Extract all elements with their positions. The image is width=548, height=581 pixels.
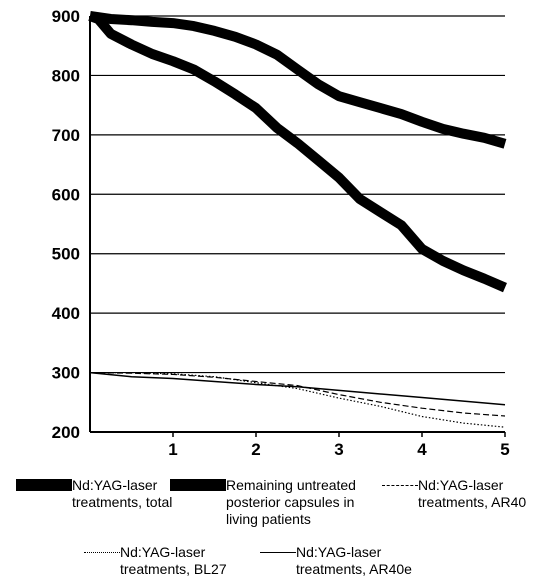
legend-swatch-dashed: [382, 485, 418, 486]
x-tick-label: 2: [251, 440, 260, 459]
legend-swatch-dotted: [84, 552, 120, 553]
x-tick-label: 3: [334, 440, 343, 459]
series-line-2: [89, 11, 507, 149]
legend-swatch-thick: [170, 479, 226, 491]
series-line-1: [88, 11, 507, 293]
legend-label: Nd:YAG-laser treatments, AR40: [418, 477, 527, 510]
legend-item-remaining: Remaining untreated posterior capsules i…: [170, 477, 356, 528]
legend-swatch-solid: [260, 552, 296, 553]
legend-label: Nd:YAG-laser treatments, total: [72, 477, 173, 510]
x-tick-label: 4: [417, 440, 427, 459]
y-tick-label: 200: [52, 423, 80, 442]
y-tick-label: 800: [52, 66, 80, 85]
series-line-5: [89, 371, 506, 406]
x-tick-label: 5: [500, 440, 509, 459]
legend-item-ar40: Nd:YAG-laser treatments, AR40: [382, 477, 526, 511]
legend-label: Nd:YAG-laser treatments, BL27: [120, 544, 227, 577]
y-tick-label: 300: [52, 364, 80, 383]
y-tick-label: 600: [52, 185, 80, 204]
line-chart: 200 300 400 500 600 700 800 900 1 2 3 4 5: [52, 7, 510, 459]
legend-item-ar40e: Nd:YAG-laser treatments, AR40e: [260, 544, 412, 578]
legend-swatch-thick: [16, 479, 72, 491]
series-lines: [88, 11, 507, 428]
y-tick-label: 400: [52, 304, 80, 323]
y-tick-label: 900: [52, 7, 80, 26]
series-line-4: [90, 372, 506, 428]
x-tick-label: 1: [168, 440, 177, 459]
y-tick-labels: 200 300 400 500 600 700 800 900: [52, 7, 80, 442]
axes: [89, 16, 505, 433]
legend-item-bl27: Nd:YAG-laser treatments, BL27: [84, 544, 227, 578]
series-line-3: [89, 372, 506, 417]
y-tick-label: 500: [52, 245, 80, 264]
legend-item-total: Nd:YAG-laser treatments, total: [16, 477, 172, 511]
legend-label: Nd:YAG-laser treatments, AR40e: [296, 544, 412, 577]
y-tick-label: 700: [52, 126, 80, 145]
x-tick-labels: 1 2 3 4 5: [168, 432, 510, 459]
legend-label: Remaining untreated posterior capsules i…: [226, 477, 356, 527]
